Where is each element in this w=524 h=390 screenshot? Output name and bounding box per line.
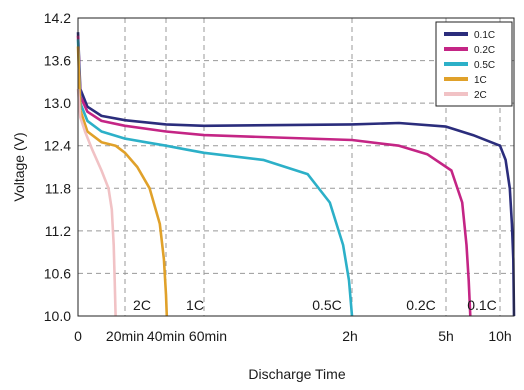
x-tick-labels: 0 20min 40min 60min 2h 5h 10h — [74, 328, 512, 344]
y-tick-label: 10.6 — [44, 265, 71, 281]
x-tick-label: 40min — [147, 328, 185, 344]
plot-frame — [77, 17, 515, 317]
legend-label: 0.2C — [474, 45, 495, 56]
curve-label: 0.5C — [312, 297, 342, 313]
x-tick-label: 0 — [74, 328, 82, 344]
series-lines — [76, 32, 516, 317]
series-line-1c — [76, 46, 169, 317]
series-line-0-2c — [76, 35, 472, 317]
curve-label: 2C — [133, 297, 151, 313]
y-tick-label: 11.8 — [45, 180, 71, 196]
y-tick-label: 10.0 — [44, 308, 71, 324]
x-tick-label: 20min — [106, 328, 144, 344]
x-tick-label: 2h — [342, 328, 358, 344]
y-tick-label: 12.4 — [44, 138, 71, 154]
y-tick-label: 11.2 — [45, 223, 71, 239]
legend-label: 0.5C — [474, 60, 495, 71]
y-tick-labels: 14.2 13.6 13.0 12.4 11.8 11.2 10.6 10.0 — [44, 10, 71, 324]
x-tick-label: 60min — [189, 328, 227, 344]
series-line-0-5c — [76, 39, 354, 317]
x-axis-title: Discharge Time — [248, 366, 345, 382]
curve-label: 0.1C — [467, 297, 497, 313]
curve-label: 0.2C — [406, 297, 436, 313]
curve-labels: 2C 1C 0.5C 0.2C 0.1C — [133, 297, 497, 313]
y-tick-label: 13.6 — [44, 53, 71, 69]
series-line-0-1c — [76, 32, 516, 317]
legend-label: 2C — [474, 90, 487, 101]
x-tick-label: 10h — [488, 328, 511, 344]
legend: 0.1C 0.2C 0.5C 1C 2C — [435, 21, 513, 107]
y-tick-label: 13.0 — [44, 95, 71, 111]
x-tick-label: 5h — [438, 328, 454, 344]
y-tick-label: 14.2 — [44, 10, 71, 26]
legend-label: 1C — [474, 75, 487, 86]
legend-label: 0.1C — [474, 30, 495, 41]
series-line-2c — [76, 88, 117, 317]
curve-label: 1C — [186, 297, 204, 313]
y-axis-title: Voltage (V) — [11, 132, 27, 201]
